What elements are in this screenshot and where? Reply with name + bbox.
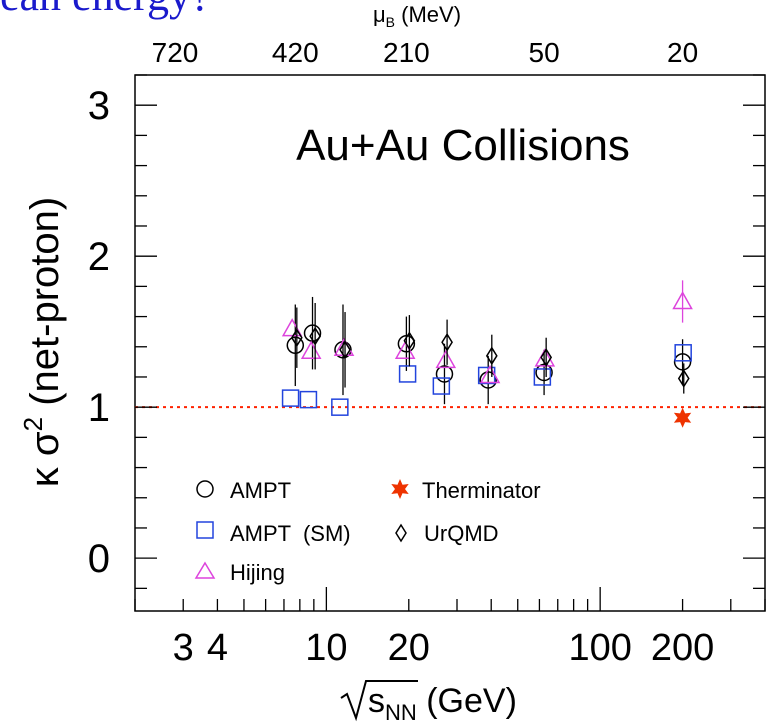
y-axis-label-rest: (net-proton) <box>23 197 67 417</box>
x-tick-label: 10 <box>305 627 347 669</box>
y-tick-label: 0 <box>88 537 110 581</box>
data-point-diamond <box>441 332 453 352</box>
x-axis-label: sNN (GeV) <box>340 680 517 725</box>
legend-marker-hijing <box>194 561 216 579</box>
legend-label-therminator: Therminator <box>422 478 541 503</box>
legend-label-ampt-sm: AMPT (SM) <box>230 521 351 546</box>
top-axis-label-subscript: B <box>386 14 395 30</box>
y-tick-label: 2 <box>88 235 110 279</box>
legend-marker-ampt <box>196 480 214 498</box>
data-point-diamond <box>403 331 416 351</box>
x-axis-label-subscript: NN <box>385 700 417 725</box>
data-point-square <box>398 365 417 383</box>
y-axis-label-superscript: 2 <box>18 417 48 431</box>
data-point-circle <box>535 363 553 382</box>
data-point-circle <box>479 371 497 389</box>
legend-marker-urqmd <box>395 523 407 543</box>
page-heading-cutoff: ean energy? <box>0 0 211 21</box>
top-tick-label: 420 <box>272 37 319 68</box>
series-square <box>281 344 692 416</box>
top-tick-label: 210 <box>383 37 430 68</box>
top-axis-label-unit: (MeV) <box>395 2 461 27</box>
data-point-diamond <box>540 347 553 367</box>
x-tick-label: 200 <box>651 627 714 669</box>
series-circle <box>286 296 692 405</box>
legend: AMPT AMPT (SM) Hijing Therminator UrQMD <box>194 478 541 585</box>
y-tick-label: 3 <box>88 84 110 128</box>
data-point-star <box>673 407 692 428</box>
data-points <box>281 280 693 428</box>
data-point-diamond <box>290 328 303 348</box>
data-point-triangle <box>672 290 693 310</box>
top-tick-label: 50 <box>529 37 560 68</box>
data-point-circle <box>435 365 454 383</box>
data-point-diamond <box>339 340 351 360</box>
data-point-circle <box>673 353 692 371</box>
data-point-square <box>281 389 300 407</box>
top-axis-label-symbol: μ <box>373 2 386 27</box>
plot-frame <box>134 74 766 612</box>
series-star <box>673 407 692 428</box>
y-axis-label-main: κ σ <box>23 431 67 487</box>
data-point-triangle <box>534 348 556 367</box>
y-axis-label: κ σ2 (net-proton) <box>18 197 67 487</box>
chart-title: Au+Au Collisions <box>296 121 630 170</box>
x-axis-label-unit: (GeV) <box>417 682 517 720</box>
top-tick-label: 720 <box>152 37 199 68</box>
y-tick-label: 1 <box>88 386 110 430</box>
legend-label-ampt: AMPT <box>230 478 291 503</box>
data-point-diamond <box>485 346 498 366</box>
x-axis-label-main: s <box>368 682 385 720</box>
svg-text:sNN (GeV): sNN (GeV) <box>368 682 517 725</box>
series-diamond <box>290 302 690 394</box>
top-tick-label: 20 <box>667 37 698 68</box>
sqrt-sign-icon <box>340 680 418 722</box>
legend-label-urqmd: UrQMD <box>424 521 499 546</box>
x-tick-label: 100 <box>568 627 631 669</box>
x-tick-label: 20 <box>388 627 430 669</box>
data-point-triangle <box>435 349 457 369</box>
data-point-diamond <box>309 326 322 346</box>
legend-marker-ampt-sm <box>196 521 214 539</box>
data-point-diamond <box>677 369 690 388</box>
data-point-square <box>331 398 349 416</box>
data-point-square <box>674 344 692 362</box>
data-point-square <box>432 377 451 395</box>
data-point-circle <box>286 336 305 355</box>
data-point-circle <box>397 335 416 353</box>
legend-marker-therminator <box>391 479 409 499</box>
data-point-square <box>533 368 552 386</box>
data-point-square <box>299 390 318 409</box>
x-tick-label: 3 <box>173 627 194 669</box>
top-axis-label: μB (MeV) <box>373 2 461 30</box>
legend-label-hijing: Hijing <box>230 560 285 585</box>
data-point-triangle <box>300 340 322 360</box>
x-tick-label: 4 <box>207 627 228 669</box>
data-point-triangle <box>479 364 501 384</box>
